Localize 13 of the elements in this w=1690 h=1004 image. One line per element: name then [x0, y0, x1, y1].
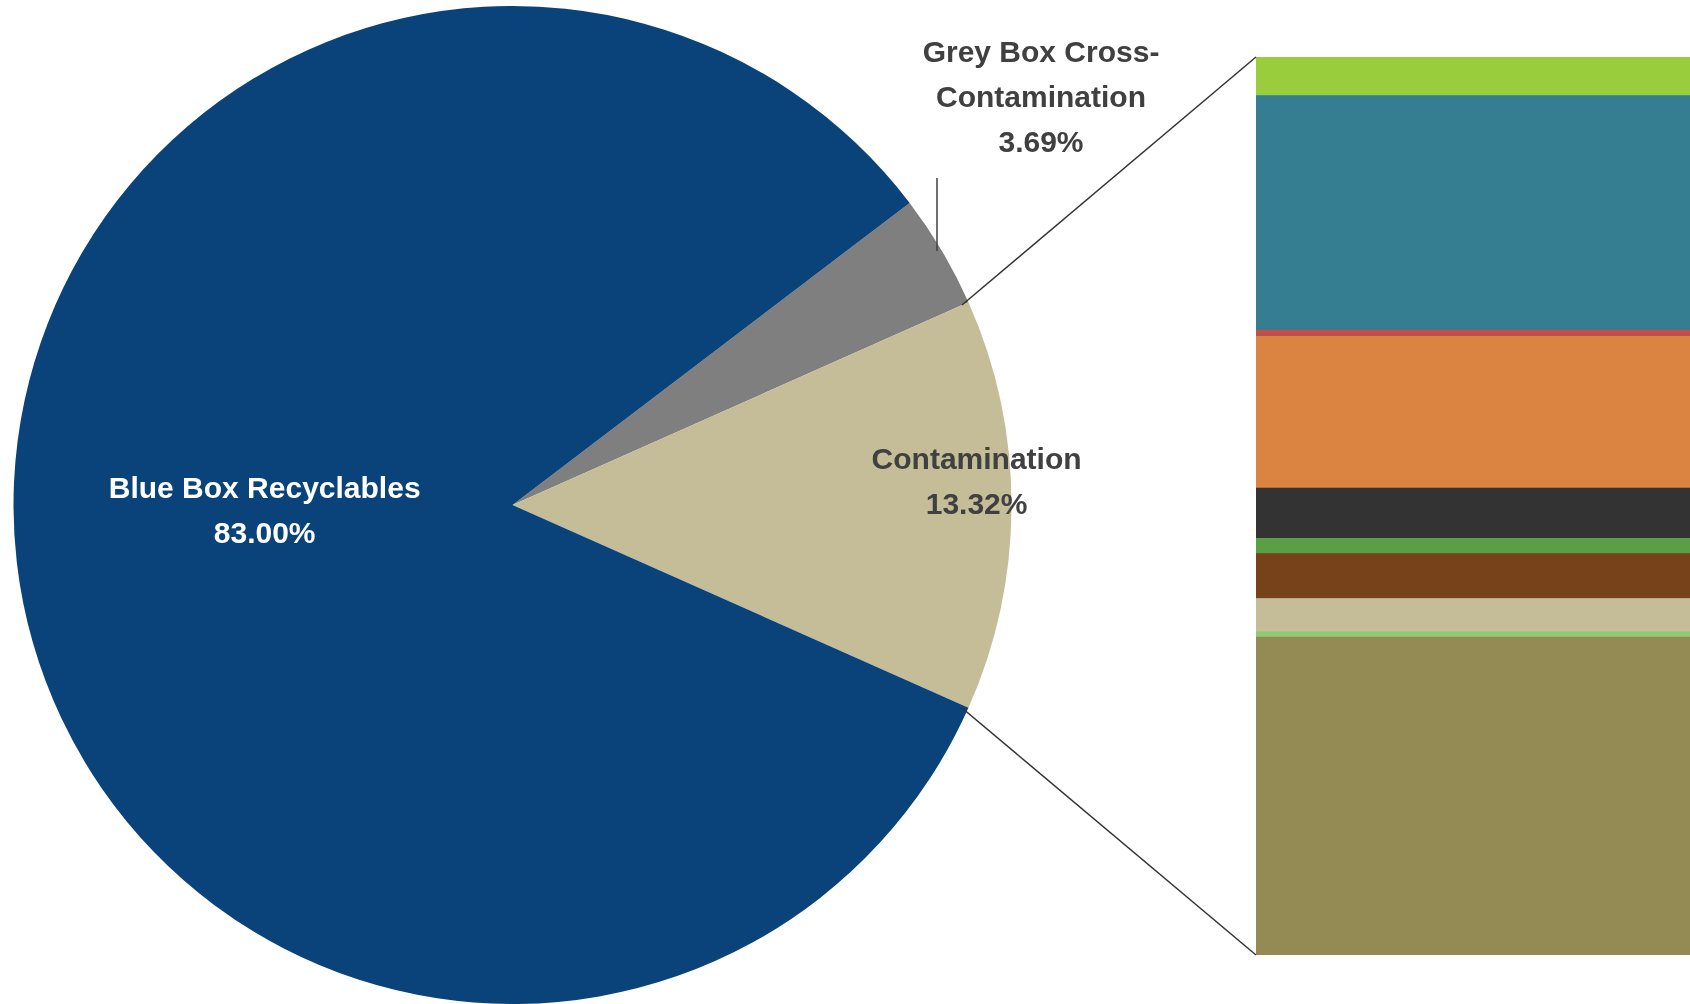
data-label: 3.69% — [998, 125, 1084, 159]
bar — [1256, 335, 1690, 489]
bar — [1256, 538, 1690, 554]
slice-label: Grey Box Cross-Contamination — [922, 35, 1160, 114]
bar — [1256, 631, 1690, 638]
bar — [1256, 487, 1690, 539]
bar — [1256, 553, 1690, 599]
bar — [1256, 598, 1690, 633]
data-label: 83.00% — [213, 516, 316, 550]
bar — [1256, 95, 1690, 331]
bar — [1256, 636, 1690, 955]
bar — [1256, 57, 1690, 96]
slice-label: Blue Box Recyclables — [108, 471, 421, 505]
